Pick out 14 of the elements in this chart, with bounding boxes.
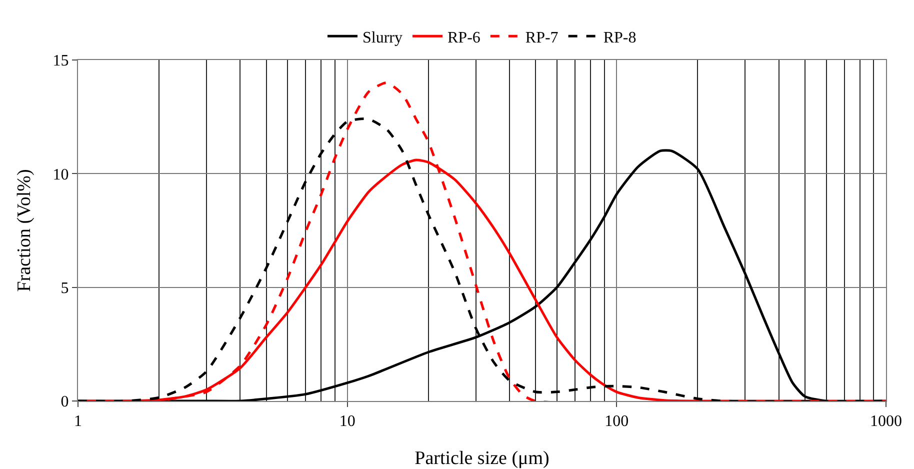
y-tick-label: 5 — [60, 280, 69, 297]
legend-label: RP-6 — [448, 29, 480, 46]
x-tick-label: 10 — [339, 413, 356, 430]
x-tick-label: 100 — [604, 413, 629, 430]
y-tick-label: 10 — [52, 166, 69, 184]
legend-label: Slurry — [362, 29, 402, 46]
x-tick-label: 1 — [74, 413, 82, 430]
y-axis-title: Fraction (Vol%) — [14, 169, 35, 292]
y-tick-label: 15 — [52, 52, 69, 70]
x-axis-title: Particle size (μm) — [414, 448, 550, 469]
legend-label: RP-7 — [525, 29, 558, 46]
y-tick-label: 0 — [60, 394, 69, 411]
legend-label: RP-8 — [603, 29, 636, 46]
x-tick-label: 1000 — [870, 413, 902, 430]
